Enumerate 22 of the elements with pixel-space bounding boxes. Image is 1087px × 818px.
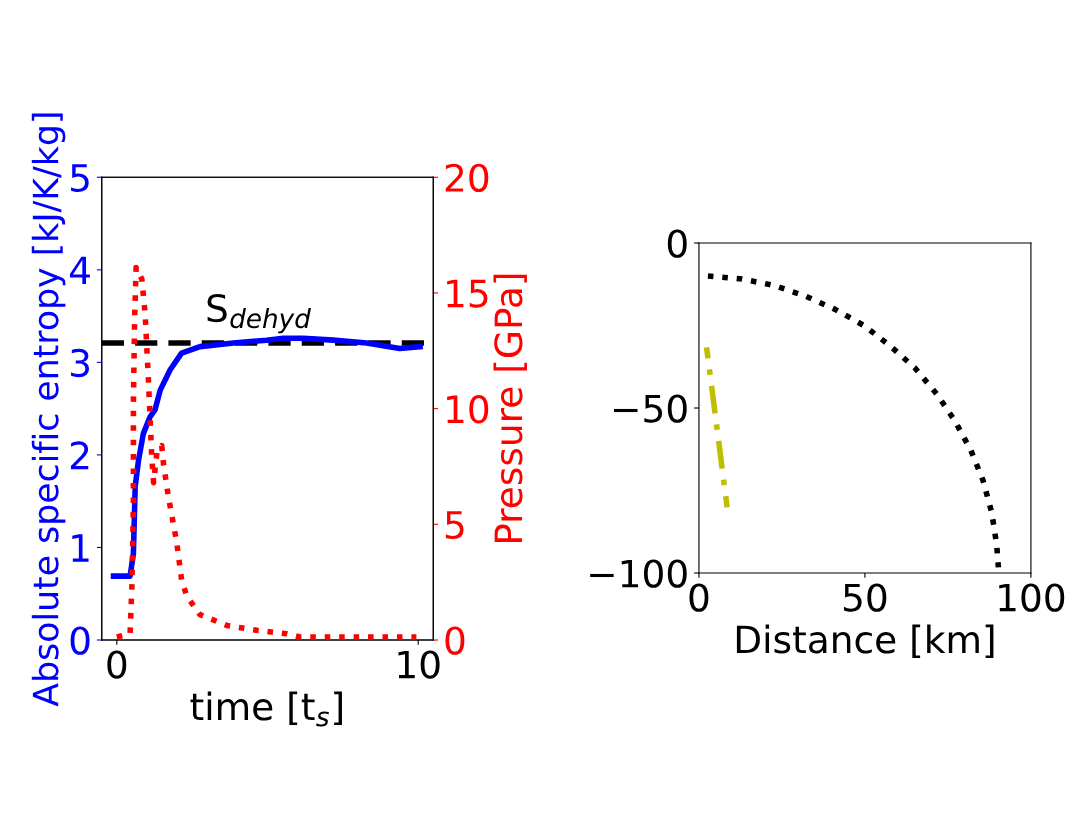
y2-tick-label: 20 (445, 163, 489, 193)
y-tick-label: 0 (70, 626, 90, 655)
y2-tick-label: 10 (447, 395, 489, 424)
y-tick-label: −100 (590, 559, 687, 588)
y-tick-label: 4 (70, 256, 90, 285)
y-tick-label: −50 (614, 394, 687, 423)
y2-axis-title: Pressure [GPa] (493, 274, 527, 543)
y-tick-label: 5 (71, 164, 89, 193)
x-axis-title: time [t$_{s}$] (190, 691, 342, 727)
x-tick-label: 0 (689, 583, 709, 612)
x-tick-label: 50 (843, 583, 887, 612)
y-tick-label: 2 (70, 441, 89, 470)
y-tick-label: 0 (667, 229, 687, 258)
y-tick-label: 1 (72, 534, 89, 562)
y2-tick-label: 15 (447, 279, 488, 308)
y-tick-label: 3 (71, 348, 90, 378)
y2-tick-label: 5 (445, 511, 464, 540)
x-axis-title: Distance [km] (736, 624, 994, 659)
y2-tick-label: 0 (445, 626, 465, 655)
ref-line-label: S$_{dehyd}$ (207, 293, 311, 334)
y-axis-title: Absolute specific entropy [kJ/K/kg] (31, 113, 66, 707)
x-tick-label: 100 (999, 583, 1065, 612)
